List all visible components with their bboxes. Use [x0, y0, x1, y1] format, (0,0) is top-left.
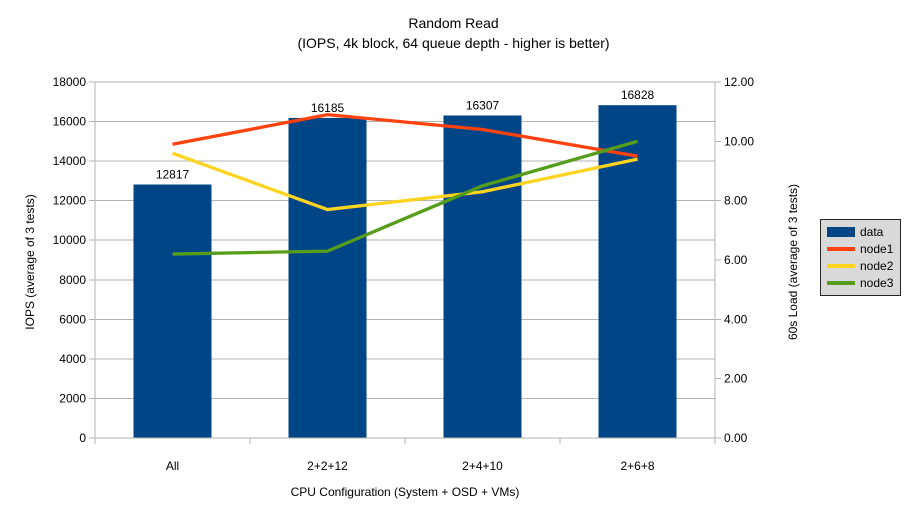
left-axis-tick-label: 14000 [53, 154, 87, 168]
legend-line-swatch [827, 263, 855, 268]
legend-bar-swatch [827, 227, 855, 238]
left-axis-tick-label: 18000 [53, 75, 87, 89]
right-axis-tick-label: 8.00 [724, 194, 748, 208]
x-category-label: 2+4+10 [462, 459, 503, 473]
right-axis-tick-label: 4.00 [724, 312, 748, 326]
right-axis-tick-label: 12.00 [724, 75, 754, 89]
bar-value-label: 16307 [466, 98, 500, 112]
x-axis-title: CPU Configuration (System + OSD + VMs) [290, 485, 520, 499]
legend-label: node3 [860, 275, 894, 290]
line-series-node2 [171, 151, 638, 212]
right-axis-tick-label: 10.00 [724, 134, 754, 148]
legend-line-swatch [827, 280, 855, 285]
legend-item-node3: node3 [827, 275, 895, 290]
bar-value-label: 16185 [311, 101, 345, 115]
legend-item-data: data [827, 225, 895, 240]
bar-value-label: 12817 [156, 168, 190, 182]
left-axis-tick-label: 2000 [59, 391, 86, 405]
left-axis-tick-label: 10000 [53, 233, 87, 247]
bar-value-label: 16828 [621, 88, 655, 102]
left-axis-tick-label: 8000 [59, 273, 86, 287]
chart-subtitle: (IOPS, 4k block, 64 queue depth - higher… [297, 35, 610, 51]
legend-item-node1: node1 [827, 242, 895, 257]
legend-label: data [860, 225, 884, 240]
legend-label: node1 [860, 242, 894, 257]
line-series-node3 [172, 139, 638, 256]
legend-label: node2 [860, 258, 894, 273]
left-axis-tick-label: 16000 [53, 115, 87, 129]
right-axis-tick-label: 2.00 [724, 372, 748, 386]
left-axis-tick-label: 12000 [53, 194, 87, 208]
bar-2+4+10 [443, 115, 522, 439]
x-category-label: All [166, 459, 179, 473]
bar-All [133, 184, 212, 438]
chart-title-block: Random Read (IOPS, 4k block, 64 queue de… [0, 13, 907, 53]
chart-title: Random Read [408, 15, 499, 31]
legend-line-swatch [827, 247, 855, 252]
bar-2+2+12 [288, 117, 367, 438]
line-series-node1 [172, 112, 638, 158]
legend: data node1 node2 node3 [820, 219, 901, 296]
right-axis-tick-label: 6.00 [724, 253, 748, 267]
right-axis-tick-label: 0.00 [724, 431, 748, 445]
left-axis-tick-label: 4000 [59, 352, 86, 366]
left-axis-tick-label: 6000 [59, 312, 86, 326]
legend-item-node2: node2 [827, 258, 895, 273]
x-category-label: 2+2+12 [307, 459, 348, 473]
left-axis-tick-label: 0 [79, 431, 86, 445]
x-category-label: 2+6+8 [620, 459, 654, 473]
